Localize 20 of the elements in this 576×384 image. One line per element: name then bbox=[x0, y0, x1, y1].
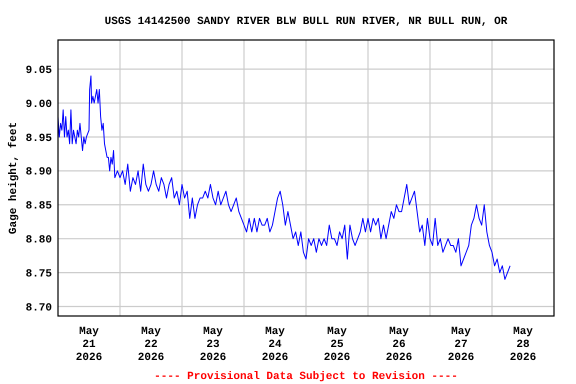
y-tick-label: 8.85 bbox=[26, 200, 52, 213]
y-tick-label: 8.90 bbox=[26, 166, 52, 179]
y-tick-label: 8.80 bbox=[26, 234, 52, 247]
x-tick-label: May 24 2026 bbox=[262, 326, 288, 364]
y-tick-label: 9.05 bbox=[26, 65, 52, 78]
x-tick-label: May 27 2026 bbox=[448, 326, 474, 364]
x-tick-label: May 28 2026 bbox=[510, 326, 536, 364]
x-tick-label: May 26 2026 bbox=[386, 326, 412, 364]
y-tick-label: 8.95 bbox=[26, 132, 52, 145]
text: ---- Provisional Data Subject to Revision ---- bbox=[154, 371, 458, 383]
x-tick-label: May 25 2026 bbox=[324, 326, 350, 364]
x-tick-label: May 21 2026 bbox=[76, 326, 102, 364]
x-tick-label: May 23 2026 bbox=[200, 326, 226, 364]
chart-title: USGS 14142500 SANDY RIVER BLW BULL RUN RIVER, NR BULL RUN, OR bbox=[104, 16, 508, 28]
line-series bbox=[58, 75, 511, 280]
y-tick-label: 8.70 bbox=[26, 302, 52, 314]
y-tick-label: 9.00 bbox=[26, 98, 52, 111]
x-tick-label: May 22 2026 bbox=[138, 326, 164, 364]
y-tick-label: 8.75 bbox=[26, 268, 52, 280]
y-axis-title: Gage height, feet bbox=[7, 122, 20, 234]
